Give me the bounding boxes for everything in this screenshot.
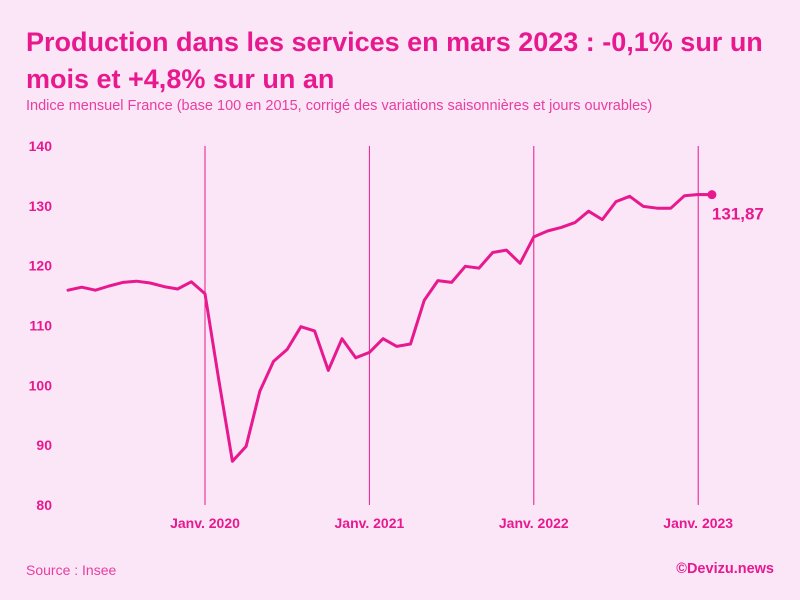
x-tick-label: Janv. 2022 (499, 515, 569, 531)
series-line (66, 193, 714, 463)
y-tick-label: 130 (29, 198, 53, 214)
last-value-marker (707, 190, 717, 200)
y-tick-label: 120 (29, 258, 53, 274)
chart-subtitle: Indice mensuel France (base 100 en 2015,… (26, 98, 653, 114)
chart-title: Production dans les services en mars 202… (26, 27, 763, 94)
x-tick-label: Janv. 2023 (663, 515, 733, 531)
y-tick-label: 140 (29, 138, 53, 154)
y-tick-label: 110 (29, 318, 52, 334)
x-tick-label: Janv. 2021 (335, 515, 405, 531)
x-tick-label: Janv. 2020 (170, 515, 240, 531)
last-value-label: 131,87 (712, 205, 764, 224)
y-tick-label: 80 (36, 497, 52, 513)
source-note: Source : Insee (26, 562, 117, 578)
y-tick-label: 90 (36, 437, 52, 453)
y-tick-label: 100 (29, 377, 53, 393)
brand-credit: ©Devizu.news (676, 561, 774, 577)
